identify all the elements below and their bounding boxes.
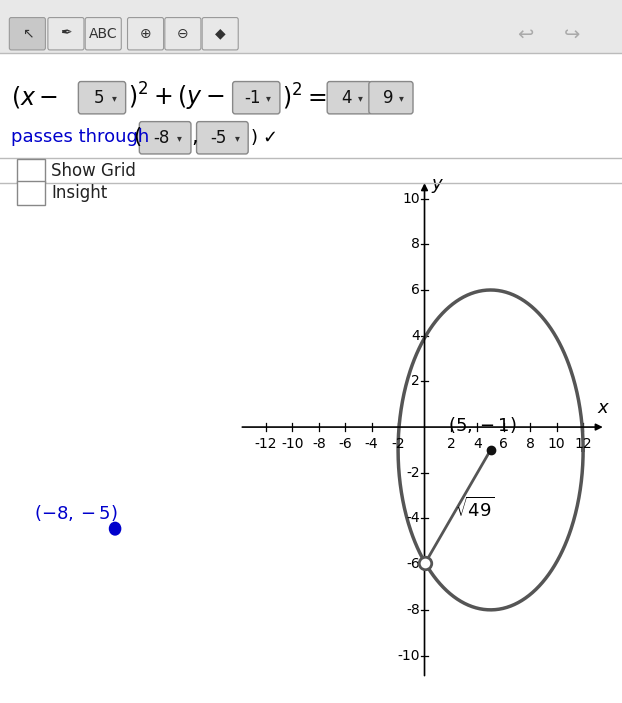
Text: 8: 8 bbox=[411, 238, 420, 251]
Text: ▾: ▾ bbox=[358, 93, 363, 103]
Text: -2: -2 bbox=[406, 466, 420, 479]
Text: ↩: ↩ bbox=[518, 24, 534, 44]
Text: ▾: ▾ bbox=[177, 133, 182, 143]
Text: $)^2 =$: $)^2 =$ bbox=[282, 82, 327, 112]
Text: 10: 10 bbox=[402, 192, 420, 205]
Text: 2: 2 bbox=[411, 375, 420, 388]
Text: -2: -2 bbox=[391, 437, 405, 451]
Text: $)^2 + (y -$: $)^2 + (y -$ bbox=[128, 81, 225, 113]
Text: ▾: ▾ bbox=[266, 93, 271, 103]
Text: 5: 5 bbox=[93, 89, 104, 107]
Text: -5: -5 bbox=[210, 129, 227, 147]
Text: ↪: ↪ bbox=[564, 24, 580, 44]
Text: ▾: ▾ bbox=[112, 93, 117, 103]
Text: 9: 9 bbox=[383, 89, 393, 107]
Text: ,: , bbox=[192, 127, 198, 147]
Text: ABC: ABC bbox=[89, 27, 118, 41]
Text: 10: 10 bbox=[548, 437, 565, 451]
Text: -8: -8 bbox=[406, 603, 420, 617]
Text: $(-8, -5)$: $(-8, -5)$ bbox=[34, 503, 118, 523]
Text: 4: 4 bbox=[473, 437, 482, 451]
Text: -6: -6 bbox=[406, 557, 420, 571]
Text: (: ( bbox=[134, 127, 142, 147]
Text: y: y bbox=[431, 175, 442, 193]
Text: 4: 4 bbox=[341, 89, 351, 107]
Text: ▾: ▾ bbox=[399, 93, 404, 103]
Text: ✒: ✒ bbox=[60, 27, 72, 41]
Text: $(5, -1)$: $(5, -1)$ bbox=[448, 415, 517, 435]
Text: 6: 6 bbox=[499, 437, 508, 451]
Text: 4: 4 bbox=[411, 329, 420, 342]
Text: ◆: ◆ bbox=[215, 27, 226, 41]
Text: -4: -4 bbox=[365, 437, 378, 451]
Text: ▾: ▾ bbox=[234, 133, 239, 143]
Text: 12: 12 bbox=[574, 437, 592, 451]
Text: ↖: ↖ bbox=[22, 27, 33, 41]
Text: -6: -6 bbox=[338, 437, 352, 451]
Text: -1: -1 bbox=[244, 89, 261, 107]
Text: ) $\checkmark$: ) $\checkmark$ bbox=[250, 127, 277, 147]
Text: ⊖: ⊖ bbox=[177, 27, 188, 41]
Text: 2: 2 bbox=[447, 437, 455, 451]
Text: Show Grid: Show Grid bbox=[51, 162, 136, 180]
Text: -8: -8 bbox=[312, 437, 326, 451]
Text: 8: 8 bbox=[526, 437, 535, 451]
Text: -8: -8 bbox=[153, 129, 170, 147]
Text: -4: -4 bbox=[406, 512, 420, 525]
Text: $\sqrt{49}$: $\sqrt{49}$ bbox=[455, 497, 494, 522]
Text: $(x -$: $(x -$ bbox=[11, 84, 58, 110]
Text: -10: -10 bbox=[397, 649, 420, 662]
Text: -12: -12 bbox=[254, 437, 277, 451]
Text: passes through: passes through bbox=[11, 128, 149, 146]
Text: 6: 6 bbox=[411, 283, 420, 297]
Text: ⊕: ⊕ bbox=[140, 27, 151, 41]
Text: -10: -10 bbox=[281, 437, 304, 451]
Text: Insight: Insight bbox=[51, 184, 107, 202]
Text: x: x bbox=[598, 399, 608, 417]
